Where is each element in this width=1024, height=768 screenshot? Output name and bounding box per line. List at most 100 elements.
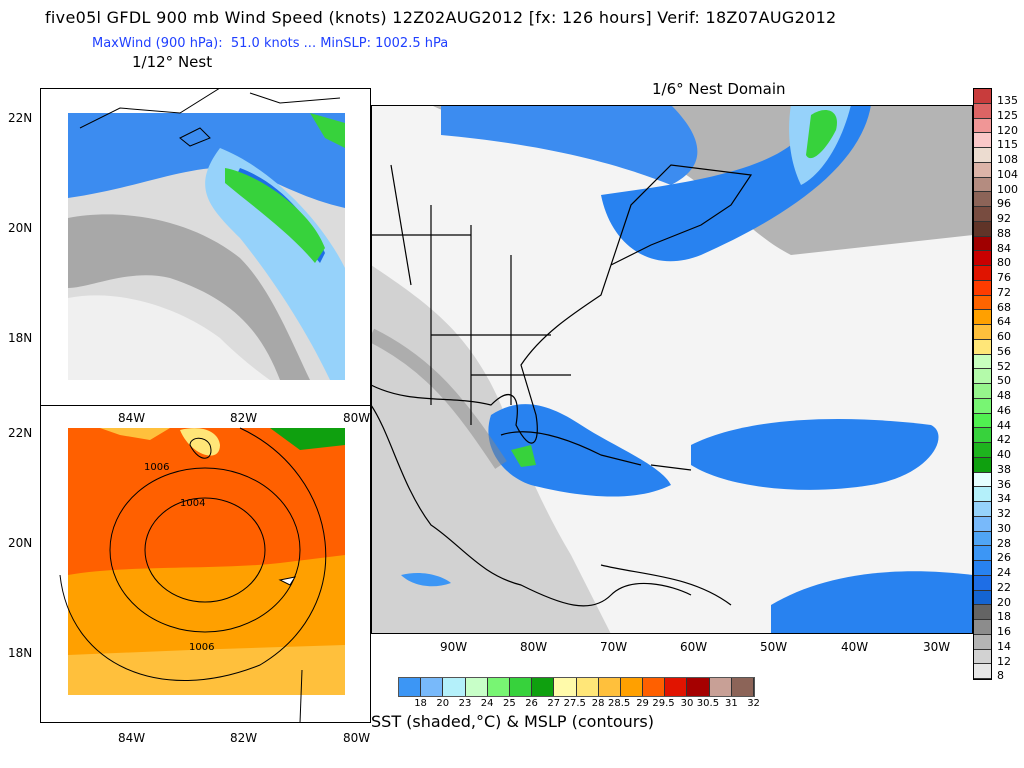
lon-label: 90W (440, 640, 468, 654)
colorbar-swatch (974, 310, 991, 325)
sst-swatch (709, 678, 732, 696)
colorbar-swatch (974, 236, 991, 252)
colorbar-label: 72 (997, 285, 1011, 299)
sst-swatch (620, 678, 644, 696)
colorbar-label: 46 (997, 403, 1011, 417)
sst-label: 30.5 (696, 698, 720, 709)
sst-swatch (576, 678, 599, 696)
sst-colorbar (398, 677, 755, 697)
sst-label: 31 (725, 698, 738, 709)
colorbar-label: 34 (997, 492, 1011, 506)
sst-label: 18 (414, 698, 427, 709)
colorbar-label: 84 (997, 241, 1011, 255)
sst-label: 23 (458, 698, 472, 709)
sst-swatch (532, 678, 555, 696)
sst-swatch (421, 678, 444, 696)
sst-caption: SST (shaded,°C) & MSLP (contours) (371, 712, 654, 731)
main-wind-map (371, 105, 973, 634)
sst-swatch (443, 678, 466, 696)
colorbar-label: 125 (997, 108, 1018, 122)
colorbar-label: 36 (997, 477, 1011, 491)
colorbar-label: 12 (997, 654, 1011, 668)
lat-label: 22N (8, 426, 33, 440)
colorbar-label: 135 (997, 94, 1018, 107)
sst-swatch (554, 678, 577, 696)
colorbar-label: 80 (997, 256, 1011, 270)
sst-label: 20 (436, 698, 450, 709)
sst-label: 26 (525, 698, 538, 709)
sst-label: 29 (636, 698, 649, 709)
colorbar-swatch (974, 280, 991, 296)
colorbar-swatch (974, 443, 991, 458)
sst-swatch (487, 678, 510, 696)
colorbar-swatch (974, 620, 991, 635)
colorbar-label: 20 (997, 595, 1011, 609)
colorbar-swatch (974, 177, 991, 193)
colorbar-swatch (974, 103, 991, 119)
lat-label: 22N (8, 111, 33, 125)
sst-label: 30 (680, 698, 694, 709)
colorbar-label: 38 (997, 462, 1011, 476)
colorbar-swatch (974, 634, 991, 650)
colorbar-label: 96 (997, 197, 1011, 211)
chart-title: five05l GFDL 900 mb Wind Speed (knots) 1… (45, 8, 837, 27)
colorbar-label: 22 (997, 580, 1011, 594)
lon-label: 84W (118, 731, 146, 745)
colorbar-swatch (974, 428, 991, 443)
nest-domain-label: 1/6° Nest Domain (652, 80, 786, 98)
colorbar-label: 76 (997, 271, 1011, 284)
colorbar-label: 14 (997, 639, 1011, 653)
colorbar-label: 40 (997, 448, 1011, 461)
sst-label: 27.5 (563, 698, 586, 709)
colorbar-swatch (974, 664, 991, 679)
sst-swatch (598, 678, 621, 696)
colorbar-label: 8 (997, 669, 1004, 683)
colorbar-label: 32 (997, 507, 1011, 520)
lon-label: 82W (230, 411, 258, 425)
colorbar-swatch (974, 516, 991, 532)
colorbar-swatch (974, 590, 991, 606)
isobar-label: 1006 (144, 462, 170, 473)
colorbar-label: 60 (997, 330, 1011, 343)
colorbar-swatch (974, 251, 991, 266)
colorbar-label: 26 (997, 551, 1011, 565)
lon-label: 40W (841, 640, 869, 654)
colorbar-swatch (974, 502, 991, 517)
colorbar-swatch (974, 295, 991, 311)
colorbar-swatch (974, 531, 991, 547)
wind-nest-panel (40, 88, 371, 406)
sst-swatch (643, 678, 666, 696)
colorbar-label: 88 (997, 226, 1011, 240)
lon-label: 80W (343, 731, 371, 745)
colorbar-label: 104 (997, 167, 1018, 181)
colorbar-swatch (974, 384, 991, 399)
sst-swatch (399, 678, 422, 696)
lon-label: 70W (600, 640, 628, 654)
lat-label: 20N (8, 221, 33, 235)
nest-left-label: 1/12° Nest (132, 53, 213, 71)
lon-label: 84W (118, 411, 146, 425)
sst-label: 28 (591, 698, 605, 709)
wind-speed-colorbar (973, 88, 992, 680)
sst-label: 24 (480, 698, 494, 709)
main-map-frame (371, 105, 973, 634)
colorbar-swatch (974, 472, 991, 488)
lon-label: 60W (680, 640, 708, 654)
lon-label: 82W (230, 731, 258, 745)
colorbar-swatch (974, 162, 991, 178)
colorbar-swatch (974, 221, 991, 237)
colorbar-label: 50 (997, 374, 1011, 388)
sst-swatch (665, 678, 688, 696)
isobar-label: 1004 (180, 498, 206, 509)
sst-label: 32 (747, 698, 760, 709)
colorbar-swatch (974, 575, 991, 591)
colorbar-swatch (974, 649, 991, 665)
sst-swatch (731, 678, 754, 696)
colorbar-label: 108 (997, 153, 1018, 166)
colorbar-swatch (974, 487, 991, 502)
lon-label: 30W (923, 640, 951, 654)
colorbar-swatch (974, 457, 991, 473)
sst-swatch (509, 678, 533, 696)
colorbar-label: 92 (997, 212, 1011, 225)
colorbar-label: 48 (997, 389, 1011, 402)
